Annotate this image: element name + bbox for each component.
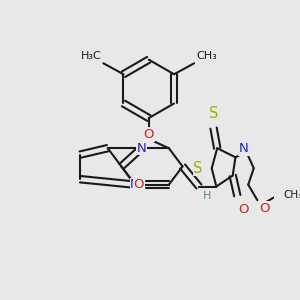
Text: H₃C: H₃C: [81, 52, 102, 61]
Text: H: H: [202, 191, 211, 201]
Text: CH₃: CH₃: [196, 52, 217, 61]
Text: O: O: [134, 178, 144, 191]
Text: O: O: [238, 203, 249, 216]
Text: O: O: [259, 202, 270, 215]
Text: S: S: [209, 106, 218, 121]
Text: N: N: [136, 142, 146, 155]
Text: N: N: [239, 142, 249, 155]
Text: N: N: [130, 178, 140, 191]
Text: S: S: [193, 161, 203, 176]
Text: CH₃: CH₃: [283, 190, 300, 200]
Text: O: O: [143, 128, 154, 141]
